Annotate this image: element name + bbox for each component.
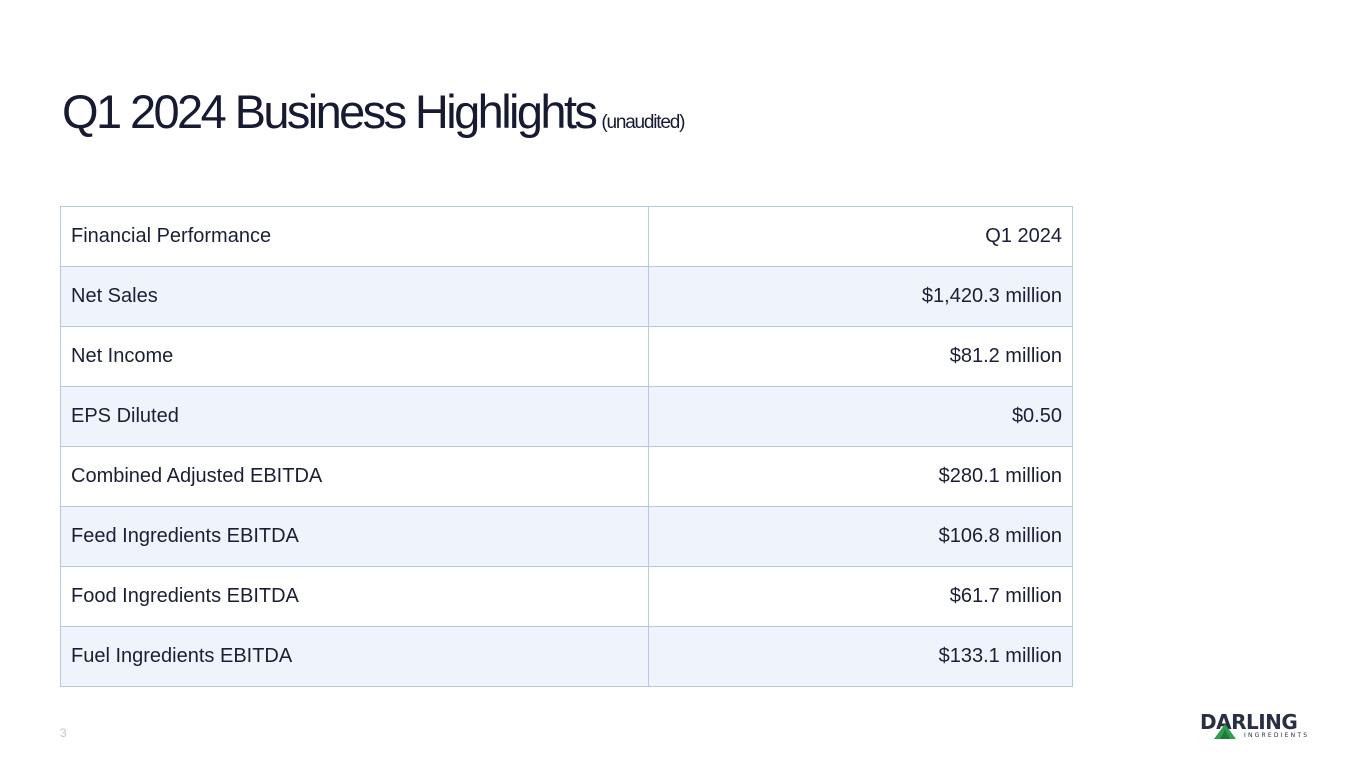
page-title: Q1 2024 Business Highlights (unaudited) xyxy=(62,84,685,151)
title-text: Q1 2024 Business Highlights xyxy=(62,85,598,138)
table-row: Feed Ingredients EBITDA $106.8 million xyxy=(60,506,1073,567)
row-value-net-income: $81.2 million xyxy=(648,326,1073,387)
table-row: Food Ingredients EBITDA $61.7 million xyxy=(60,566,1073,627)
table-header-row: Financial Performance Q1 2024 xyxy=(60,206,1073,267)
row-value-net-sales: $1,420.3 million xyxy=(648,266,1073,327)
table-row: EPS Diluted $0.50 xyxy=(60,386,1073,447)
green-triangle-icon xyxy=(1214,724,1236,739)
row-value-feed-ingredients-ebitda: $106.8 million xyxy=(648,506,1073,567)
row-label-food-ingredients-ebitda: Food Ingredients EBITDA xyxy=(60,566,649,627)
row-label-combined-adjusted-ebitda: Combined Adjusted EBITDA xyxy=(60,446,649,507)
row-value-food-ingredients-ebitda: $61.7 million xyxy=(648,566,1073,627)
row-value-eps-diluted: $0.50 xyxy=(648,386,1073,447)
logo-wordmark: DARLING xyxy=(1200,710,1298,734)
row-label-feed-ingredients-ebitda: Feed Ingredients EBITDA xyxy=(60,506,649,567)
table-row: Net Sales $1,420.3 million xyxy=(60,266,1073,327)
financial-performance-table: Financial Performance Q1 2024 Net Sales … xyxy=(60,206,1073,687)
logo-tagline: INGREDIENTS xyxy=(1244,732,1310,739)
page-number: 3 xyxy=(60,726,67,740)
header-label-cell: Financial Performance xyxy=(60,206,649,267)
table-row: Combined Adjusted EBITDA $280.1 million xyxy=(60,446,1073,507)
header-value-cell: Q1 2024 xyxy=(648,206,1073,267)
title-subtitle: (unaudited) xyxy=(601,112,685,133)
row-label-net-sales: Net Sales xyxy=(60,266,649,327)
row-label-fuel-ingredients-ebitda: Fuel Ingredients EBITDA xyxy=(60,626,649,687)
table-row: Fuel Ingredients EBITDA $133.1 million xyxy=(60,626,1073,687)
row-label-net-income: Net Income xyxy=(60,326,649,387)
row-value-combined-adjusted-ebitda: $280.1 million xyxy=(648,446,1073,507)
row-label-eps-diluted: EPS Diluted xyxy=(60,386,649,447)
table-row: Net Income $81.2 million xyxy=(60,326,1073,387)
row-value-fuel-ingredients-ebitda: $133.1 million xyxy=(648,626,1073,687)
darling-ingredients-logo: DARLING INGREDIENTS xyxy=(1198,710,1310,742)
